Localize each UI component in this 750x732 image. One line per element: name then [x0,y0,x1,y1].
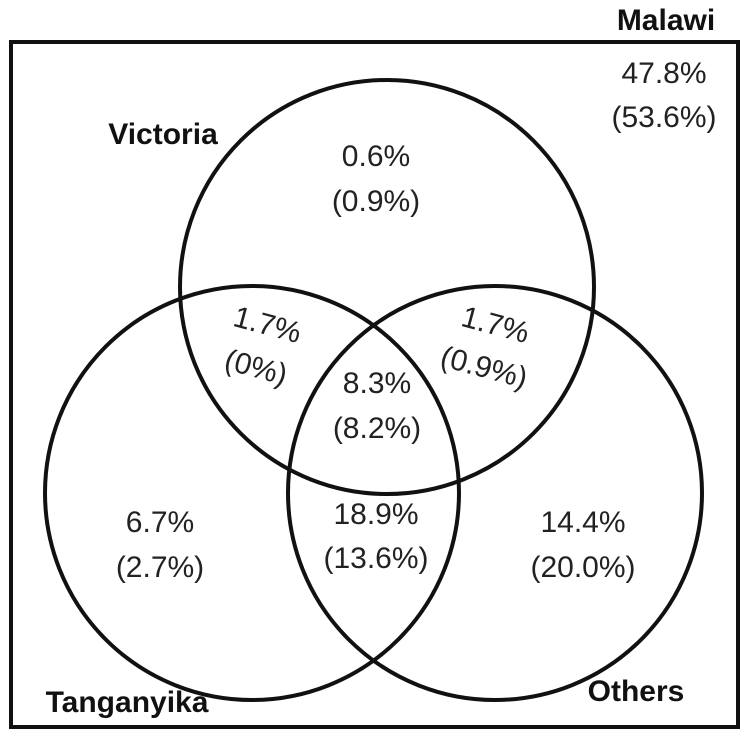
region-victoria-tanganyika-secondary: (0%) [221,344,291,392]
tanganyika-circle [43,284,461,702]
region-tanganyika-only-secondary: (2.7%) [116,551,204,584]
region-victoria-others-secondary: (0.9%) [437,340,531,395]
set-label-tanganyika: Tanganyika [46,686,209,719]
region-tanganyika-others-secondary: (13.6%) [323,542,428,575]
victoria-circle [178,78,596,496]
region-others-only-secondary: (20.0%) [530,551,635,584]
set-label-others: Others [588,675,685,708]
region-all-three-primary: 8.3% [343,367,411,400]
region-tanganyika-others-primary: 18.9% [333,498,418,531]
region-malawi-secondary: (53.6%) [611,101,716,134]
region-victoria-others: 1.7% (0.9%) [437,300,533,395]
region-all-three-secondary: (8.2%) [333,412,421,445]
region-victoria-only-primary: 0.6% [342,140,410,173]
region-victoria-tanganyika-primary: 1.7% [230,300,305,350]
universe-box [9,40,740,729]
region-malawi-primary: 47.8% [621,57,706,90]
region-others-only-primary: 14.4% [540,506,625,539]
set-label-victoria: Victoria [108,118,218,151]
region-victoria-only-secondary: (0.9%) [332,185,420,218]
region-victoria-others-primary: 1.7% [458,300,533,350]
region-victoria-tanganyika: 1.7% (0%) [221,300,305,392]
universe-label-malawi: Malawi [617,4,715,37]
region-tanganyika-only-primary: 6.7% [126,506,194,539]
others-circle [286,284,704,702]
